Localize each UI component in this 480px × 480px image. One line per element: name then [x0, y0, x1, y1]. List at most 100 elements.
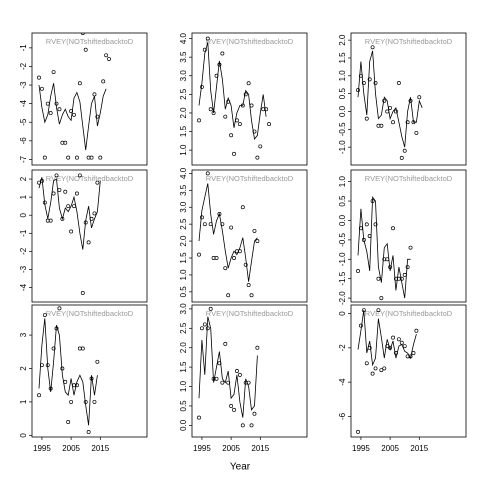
- plot-area: [197, 171, 260, 298]
- data-point: [252, 411, 257, 416]
- data-point: [66, 155, 71, 160]
- panel-frame: [31, 169, 148, 303]
- data-point: [223, 114, 228, 119]
- y-tick-label: 2: [19, 366, 28, 371]
- panel-frame: [350, 32, 467, 166]
- trend-line: [198, 316, 258, 418]
- data-point: [63, 189, 68, 194]
- data-point: [57, 107, 62, 112]
- data-point: [101, 79, 106, 84]
- x-axis-label: Year: [230, 462, 251, 473]
- y-tick-label: 1.0: [179, 380, 188, 392]
- data-point: [107, 57, 112, 61]
- data-point: [51, 346, 56, 351]
- trend-line: [357, 196, 411, 299]
- data-point: [223, 266, 228, 271]
- y-tick-label: 1.0: [179, 144, 188, 156]
- y-tick-label: 1.5: [338, 52, 347, 64]
- panel-frame: [31, 32, 148, 166]
- x-tick-label: 1995: [193, 444, 211, 453]
- data-point: [104, 53, 109, 58]
- data-point: [80, 291, 85, 295]
- panel-frame: [191, 32, 308, 166]
- data-point: [86, 430, 91, 434]
- data-point: [258, 144, 263, 149]
- data-point: [208, 107, 213, 112]
- plot-area: [37, 306, 100, 434]
- data-point: [408, 245, 413, 250]
- data-point: [205, 171, 210, 176]
- data-point: [95, 180, 100, 185]
- y-tick-label: 2.5: [179, 322, 188, 334]
- panel-title: RVEY(NOTshiftedbacktoD: [46, 309, 134, 318]
- data-point: [376, 276, 381, 281]
- y-tick-label: 3.0: [179, 70, 188, 82]
- x-tick-label: 1995: [33, 444, 51, 453]
- data-point: [252, 129, 257, 134]
- data-point: [205, 326, 210, 331]
- y-tick-label: 2.0: [338, 34, 347, 46]
- data-point: [382, 366, 387, 371]
- y-tick-label: 0: [338, 311, 347, 316]
- data-point: [396, 337, 401, 342]
- data-point: [267, 122, 272, 127]
- data-point: [220, 51, 225, 56]
- y-tick-label: -3: [19, 81, 28, 89]
- data-point: [214, 256, 219, 260]
- y-tick-label: -0.5: [338, 232, 347, 246]
- data-point: [208, 306, 213, 311]
- data-point: [243, 262, 248, 267]
- y-tick-label: -1: [19, 44, 28, 52]
- y-tick-label: -4: [19, 100, 28, 108]
- y-tick-label: 2.0: [179, 107, 188, 119]
- data-point: [391, 335, 395, 340]
- y-tick-label: -2: [19, 247, 28, 255]
- x-tick-label: 1995: [352, 444, 370, 453]
- y-tick-label: -4: [19, 283, 28, 291]
- data-point: [391, 226, 395, 231]
- data-point: [223, 341, 228, 346]
- data-point: [89, 155, 94, 160]
- trend-line: [38, 318, 98, 426]
- y-tick-label: 3: [19, 332, 28, 337]
- data-point: [86, 240, 91, 245]
- data-point: [364, 222, 369, 227]
- y-tick-label: 4.0: [179, 32, 188, 44]
- plot-area: [356, 196, 413, 301]
- data-point: [358, 323, 363, 328]
- data-point: [373, 80, 378, 85]
- data-point: [226, 293, 231, 298]
- y-tick-label: -6: [338, 412, 347, 420]
- data-point: [77, 173, 82, 178]
- data-point: [240, 423, 245, 428]
- panel-frame: [350, 169, 467, 303]
- data-point: [405, 120, 410, 125]
- y-tick-label: 1.0: [179, 269, 188, 281]
- data-point: [202, 47, 207, 52]
- data-point: [252, 228, 257, 233]
- x-tick-label: 2005: [222, 444, 240, 453]
- panel-title: RVEY(NOTshiftedbacktoD: [206, 174, 294, 183]
- y-tick-label: -2.0: [338, 291, 347, 305]
- data-point: [42, 313, 47, 317]
- trend-line: [357, 310, 417, 367]
- data-point: [229, 225, 234, 230]
- data-point: [98, 155, 103, 160]
- data-point: [66, 204, 71, 209]
- data-point: [255, 345, 260, 350]
- y-tick-label: 2.5: [179, 218, 188, 230]
- data-point: [240, 205, 245, 210]
- data-point: [246, 81, 251, 86]
- panel-title: RVEY(NOTshiftedbacktoD: [365, 174, 453, 183]
- y-tick-label: -1: [19, 229, 28, 237]
- y-tick-label: 1: [19, 194, 28, 199]
- data-point: [373, 222, 378, 227]
- x-tick-label: 2015: [251, 444, 269, 453]
- y-tick-label: 3.0: [179, 303, 188, 315]
- data-point: [237, 122, 242, 127]
- data-point: [66, 420, 71, 424]
- data-point: [69, 399, 74, 404]
- data-point: [72, 112, 76, 117]
- data-point: [243, 92, 248, 97]
- data-point: [356, 268, 360, 273]
